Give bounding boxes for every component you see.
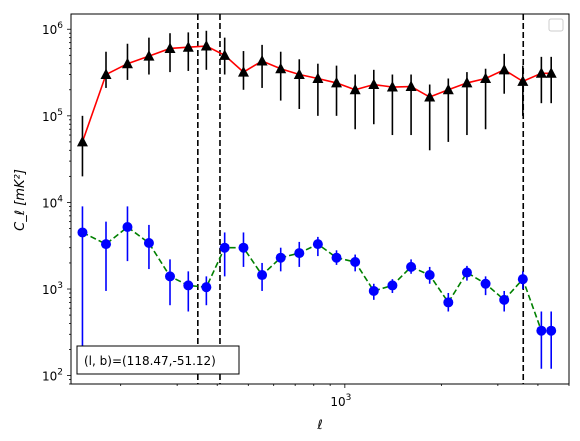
series-0 — [76, 30, 557, 177]
data-point — [312, 72, 324, 83]
data-point — [121, 57, 133, 69]
data-point — [331, 76, 343, 88]
data-point — [143, 237, 154, 248]
data-point — [350, 257, 361, 268]
data-point — [143, 50, 155, 61]
data-point — [182, 41, 194, 52]
data-point — [256, 54, 268, 66]
y-tick-label: 102 — [42, 368, 63, 384]
vertical-lines — [197, 14, 525, 384]
data-point — [183, 280, 194, 291]
annotation-box — [76, 345, 240, 375]
data-point — [165, 271, 176, 282]
data-point — [237, 66, 249, 77]
data-point — [517, 274, 528, 285]
x-axis-label: ℓ — [316, 418, 322, 433]
data-point — [312, 239, 323, 250]
data-point — [257, 270, 268, 281]
y-tick-label: 105 — [42, 108, 63, 124]
y-tick-label: 106 — [42, 21, 63, 37]
data-point — [424, 270, 435, 281]
coordinate-annotation: (l, b)=(118.47,-51.12) — [76, 345, 240, 375]
x-tick-label: 103 — [330, 393, 351, 409]
data-point — [480, 278, 491, 289]
annotation-text: (l, b)=(118.47,-51.12) — [84, 354, 216, 368]
data-point — [461, 267, 472, 278]
data-point — [387, 280, 398, 291]
data-point — [101, 239, 112, 250]
data-point — [201, 282, 212, 293]
data-point — [76, 135, 88, 147]
data-point — [219, 49, 231, 60]
series-1 — [77, 206, 557, 369]
data-point — [545, 67, 557, 78]
data-point — [331, 252, 342, 263]
plot-frame — [70, 13, 570, 385]
data-point — [219, 242, 230, 253]
data-point — [461, 76, 473, 88]
data-point — [536, 325, 547, 336]
data-point — [294, 248, 305, 259]
data-point — [77, 227, 88, 238]
legend-box — [548, 18, 564, 32]
data-point — [368, 285, 379, 296]
data-point — [405, 80, 417, 92]
x-ticks: 103 — [120, 384, 570, 409]
data-point — [406, 261, 417, 272]
data-point — [517, 75, 529, 86]
y-tick-label: 103 — [42, 281, 63, 297]
plot-area — [71, 14, 569, 384]
data-point — [200, 40, 212, 51]
data-point — [535, 67, 547, 78]
y-axis-label: C_ℓ [mK²] — [13, 169, 28, 231]
data-point — [275, 62, 287, 74]
data-point — [238, 242, 249, 253]
data-point — [442, 83, 454, 95]
data-point — [443, 297, 454, 308]
series-layer — [76, 30, 557, 369]
data-point — [498, 63, 510, 75]
data-point — [275, 252, 286, 263]
data-point — [424, 91, 436, 102]
data-point — [368, 78, 380, 90]
data-point — [100, 68, 112, 80]
data-point — [122, 222, 133, 233]
y-tick-label: 104 — [42, 194, 63, 210]
data-point — [293, 68, 305, 80]
y-ticks: 102 103 104 105 106 — [42, 21, 71, 385]
data-point — [386, 81, 398, 92]
data-point — [164, 42, 176, 53]
data-point — [349, 83, 361, 95]
data-point — [480, 72, 492, 83]
data-point — [499, 294, 510, 305]
data-point — [546, 325, 557, 336]
